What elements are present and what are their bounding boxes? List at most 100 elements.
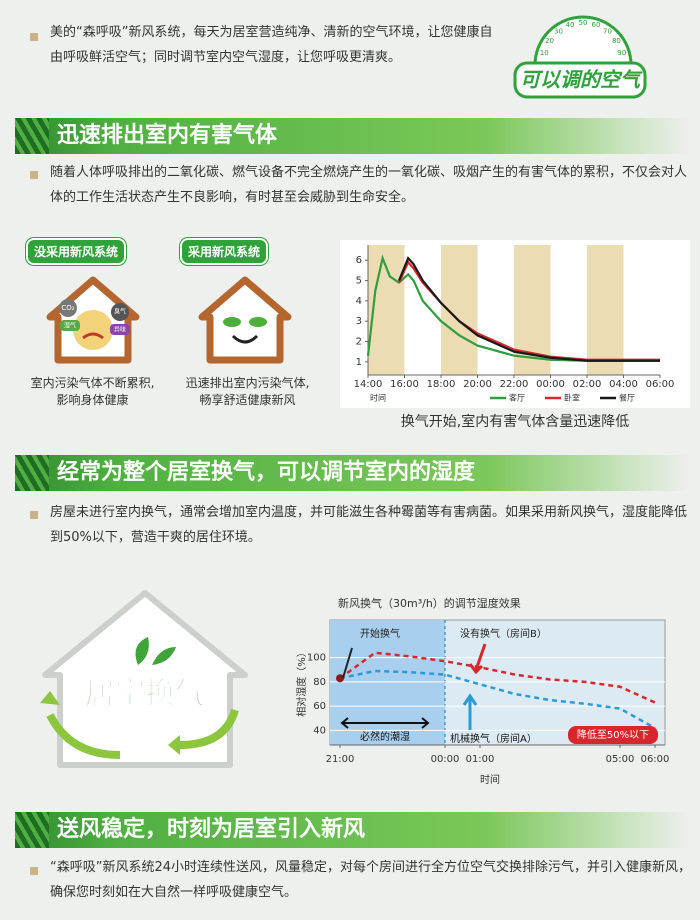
series-line: [339, 651, 656, 704]
section-title: 迅速排出室内有害气体: [57, 123, 278, 148]
section-text: 房屋未进行室内换气，通常会增加室内温度，并可能滋生各种霉菌等有害病菌。如果采用新…: [50, 505, 688, 545]
x-tick-label: 01:00: [466, 754, 495, 765]
x-tick-label: 22:00: [500, 379, 529, 390]
dial-label: 40: [566, 21, 575, 29]
dial-label: 60: [591, 21, 600, 29]
arrow: [340, 717, 430, 729]
x-tick-label: 04:00: [609, 379, 638, 390]
annotation: 降低至50%以下: [577, 728, 649, 741]
chart-title: 新风换气（30m³/h）的调节湿度效果: [338, 596, 521, 610]
cloud: [60, 320, 80, 331]
arrow: [179, 708, 239, 749]
section-text: 随着人体呼吸排出的二氧化碳、燃气设备不完全燃烧产生的一氧化碳、吸烟产生的有害气体…: [50, 165, 688, 205]
bullet: [30, 511, 38, 519]
x-tick-label: 21:00: [326, 754, 355, 765]
section-banner: 经常为整个居室换气，可以调节室内的湿度: [15, 455, 690, 491]
house-icon: CO₂ 臭气 湿气 异味: [46, 276, 140, 364]
section-banner: 迅速排出室内有害气体: [15, 118, 690, 154]
dial-label: 80: [612, 37, 621, 45]
banner-stripes: [15, 455, 49, 491]
legend-label: 餐厅: [619, 394, 635, 403]
band: [587, 245, 624, 375]
dial-label: 30: [554, 27, 563, 35]
x-axis-label: 时间: [370, 393, 386, 403]
leaf-eye: [223, 317, 241, 327]
icon-text: 湿气: [64, 322, 76, 330]
banner-stripes: [15, 812, 49, 848]
house-label: 没采用新风系统: [26, 238, 127, 265]
cloud: [59, 299, 77, 317]
icon-text: 异味: [114, 326, 126, 334]
x-tick-label: 00:00: [431, 754, 460, 765]
icon-text: 臭气: [114, 308, 126, 316]
intro-text: 美的“森呼吸”新风系统，每天为居室营造纯净、清新的空气环境，让您健康自由呼吸鲜活…: [50, 25, 493, 65]
leaves: [135, 637, 176, 665]
annotation: 必然的潮湿: [360, 730, 410, 743]
y-tick-label: 1: [356, 357, 362, 368]
bullet: [30, 867, 38, 875]
x-tick-label: 06:00: [646, 379, 675, 390]
y-tick-label: 100: [307, 653, 326, 664]
x-tick-label: 14:00: [354, 379, 383, 390]
house-caption: 迅速排出室内污染气体,畅享舒适健康新风: [185, 376, 310, 407]
x-tick-label: 00:00: [536, 379, 565, 390]
x-tick-label: 06:00: [641, 754, 670, 765]
face: [73, 310, 113, 350]
y-tick-label: 60: [313, 701, 326, 712]
leaf-eye: [249, 317, 267, 327]
arrow-head: [40, 691, 60, 705]
y-tick-label: 4: [356, 296, 362, 307]
room-label: 居室换气: [85, 677, 205, 712]
dial-label: 50: [579, 19, 588, 27]
room-illustration: 居室换气: [40, 590, 248, 768]
chart: 40 60 80 100 21:00 00:00 01:00 05:00 06:00 新风换气（3…: [295, 596, 670, 786]
y-tick-label: 40: [313, 725, 326, 736]
arrow: [46, 713, 121, 759]
section-banner: 送风稳定，时刻为居室引入新风: [15, 812, 690, 848]
x-tick-label: 16:00: [390, 379, 419, 390]
smile: [231, 334, 259, 344]
section-title: 送风稳定，时刻为居室引入新风: [57, 817, 366, 842]
dial-label: 10: [540, 49, 549, 57]
legend-label: 客厅: [509, 393, 525, 403]
band: [441, 245, 478, 375]
y-tick-label: 5: [356, 276, 362, 287]
x-tick-label: 02:00: [573, 379, 602, 390]
arrow-head: [168, 735, 180, 755]
icon-text: CO₂: [61, 304, 74, 312]
arrow: [342, 647, 353, 679]
annotation: 没有换气（房间B）: [460, 627, 547, 640]
section-text: “森呼吸”新风系统24小时连续性送风，风量稳定，对每个房间进行全方位空气交换排除…: [50, 860, 692, 900]
dial-label: 70: [603, 27, 612, 35]
chart: 1 2 3 4 5 6 14:00 16:00 18:00 20:00 22:00 00:00 02:0…: [340, 240, 690, 408]
y-axis-label: 相对湿度（%）: [295, 647, 308, 717]
dial-label: 90: [617, 49, 626, 57]
mouth: [82, 332, 104, 340]
arrow: [462, 693, 478, 730]
x-tick-label: 05:00: [606, 754, 635, 765]
annotation-box: [568, 726, 658, 744]
x-axis-label: 时间: [480, 773, 500, 786]
badge-text: 可以调的空气: [520, 68, 643, 92]
banner-stripes: [15, 118, 49, 154]
house-outline: [198, 276, 292, 364]
annotation: 机械换气（房间A）: [450, 732, 537, 745]
cloud: [110, 324, 130, 335]
section-title: 经常为整个居室换气，可以调节室内的湿度: [57, 460, 476, 485]
arrow: [468, 643, 487, 675]
x-tick-label: 20:00: [463, 379, 492, 390]
bullet: [30, 171, 38, 179]
annotation: 开始换气: [360, 627, 400, 640]
dial-label: 20: [545, 37, 554, 45]
cloud: [111, 303, 129, 321]
y-tick-label: 3: [356, 316, 362, 327]
chart-caption: 换气开始,室内有害气体含量迅速降低: [400, 414, 630, 430]
house-label: 采用新风系统: [180, 238, 269, 265]
y-tick-label: 2: [356, 336, 362, 347]
start-point: [336, 674, 344, 683]
y-tick-label: 80: [313, 677, 326, 688]
x-tick-label: 18:00: [427, 379, 456, 390]
y-tick-label: 6: [356, 255, 362, 266]
